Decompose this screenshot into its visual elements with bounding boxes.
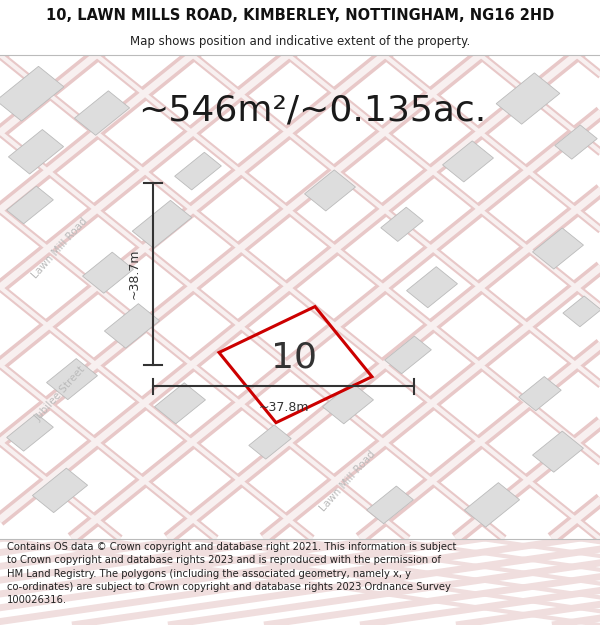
Polygon shape: [47, 359, 97, 399]
Polygon shape: [385, 336, 431, 374]
Polygon shape: [367, 486, 413, 524]
Polygon shape: [8, 129, 64, 174]
Polygon shape: [381, 208, 423, 241]
Polygon shape: [83, 252, 133, 293]
Text: Map shows position and indicative extent of the property.: Map shows position and indicative extent…: [130, 35, 470, 48]
Polygon shape: [563, 296, 600, 327]
Polygon shape: [74, 91, 130, 135]
Polygon shape: [496, 73, 560, 124]
Polygon shape: [464, 482, 520, 527]
Text: 10, LAWN MILLS ROAD, KIMBERLEY, NOTTINGHAM, NG16 2HD: 10, LAWN MILLS ROAD, KIMBERLEY, NOTTINGH…: [46, 8, 554, 23]
Polygon shape: [7, 414, 53, 451]
Polygon shape: [104, 304, 160, 348]
Text: ~546m²/~0.135ac.: ~546m²/~0.135ac.: [138, 94, 486, 128]
Text: ~37.8m: ~37.8m: [258, 401, 309, 414]
Polygon shape: [0, 66, 64, 121]
Polygon shape: [7, 186, 53, 224]
Polygon shape: [519, 376, 561, 411]
Text: Jubilee Street: Jubilee Street: [33, 364, 87, 423]
Polygon shape: [533, 431, 583, 472]
Polygon shape: [175, 152, 221, 190]
Text: Lawn Mill Road: Lawn Mill Road: [31, 216, 89, 281]
Polygon shape: [443, 141, 493, 182]
Polygon shape: [323, 382, 373, 424]
Polygon shape: [155, 382, 205, 424]
Polygon shape: [305, 170, 355, 211]
Text: 10: 10: [271, 341, 317, 374]
Polygon shape: [32, 468, 88, 512]
Polygon shape: [533, 228, 583, 269]
Polygon shape: [133, 201, 191, 248]
Polygon shape: [249, 425, 291, 459]
Text: ~38.7m: ~38.7m: [128, 249, 141, 299]
Polygon shape: [555, 125, 597, 159]
Text: Contains OS data © Crown copyright and database right 2021. This information is : Contains OS data © Crown copyright and d…: [7, 542, 457, 605]
Text: Lawn Mill Road: Lawn Mill Road: [319, 449, 377, 513]
Polygon shape: [407, 267, 457, 308]
